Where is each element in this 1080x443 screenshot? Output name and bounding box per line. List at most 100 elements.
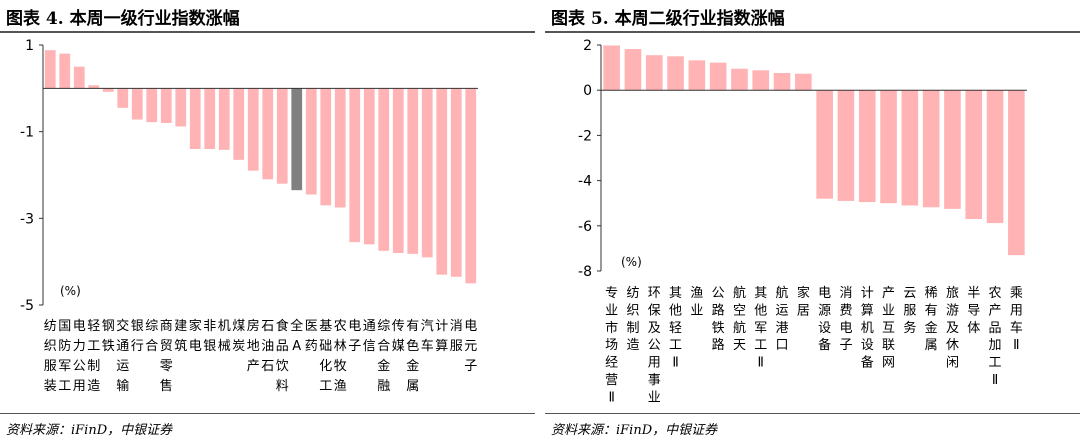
x-tick-label: A [292, 339, 301, 354]
x-tick-label: 煤 [232, 319, 245, 334]
x-tick-label: 网 [882, 356, 895, 371]
x-tick-label: 计 [435, 319, 448, 334]
bar [59, 53, 71, 89]
bar [944, 90, 961, 209]
chart-title: 图表 5. 本周二级行业指数涨幅 [551, 9, 785, 29]
bar [117, 88, 129, 108]
x-tick-label: 业 [605, 303, 618, 318]
x-tick-label: Ⅱ [758, 356, 764, 371]
bar [334, 88, 346, 208]
x-tick-label: 零 [160, 359, 173, 374]
x-tick-label: 饮 [276, 359, 289, 374]
x-tick-label: 元 [464, 339, 477, 354]
bar [901, 90, 919, 206]
bar [175, 88, 187, 127]
x-tick-label: 加 [989, 338, 1002, 353]
bar [450, 88, 462, 277]
y-tick-label: -8 [578, 264, 592, 280]
x-tick-label: 纺 [626, 286, 639, 301]
x-tick-label: 电 [839, 321, 852, 336]
x-tick-label: 工 [319, 379, 332, 394]
x-tick-label: 油 [261, 339, 274, 354]
source-rule [0, 413, 535, 414]
x-tick-label: 渔 [334, 379, 347, 394]
x-tick-label: 服 [450, 339, 463, 354]
bar [965, 90, 983, 220]
x-tick-label: 造 [626, 338, 639, 353]
x-tick-label: 其 [669, 286, 682, 301]
x-tick-label: 防 [58, 338, 71, 354]
x-tick-label: 电 [348, 319, 361, 334]
x-tick-label: 属 [406, 379, 419, 394]
x-tick-label: 居 [797, 303, 810, 318]
x-tick-label: 备 [861, 355, 874, 371]
y-tick-label: -5 [20, 298, 34, 314]
y-tick-label: -2 [578, 128, 592, 144]
x-tick-label: 石 [261, 319, 274, 334]
x-tick-label: 林 [334, 339, 347, 354]
bar [146, 88, 158, 123]
x-tick-label: 化 [319, 359, 332, 374]
x-tick-label: 制 [626, 321, 639, 336]
x-tick-label: 筑 [174, 338, 187, 354]
title-rule [545, 31, 1080, 33]
x-tick-label: 体 [967, 321, 980, 336]
x-tick-label: 础 [319, 339, 332, 354]
x-tick-label: 设 [818, 321, 831, 336]
bar [88, 85, 100, 89]
source-note: 资料来源：iFinD，中银证券 [551, 423, 718, 438]
x-tick-label: 专 [605, 286, 618, 301]
x-tick-label: 军 [754, 321, 767, 336]
bar [363, 88, 375, 245]
x-tick-label: 工 [754, 338, 767, 353]
x-tick-label: 炭 [232, 339, 245, 354]
bar [816, 90, 833, 199]
x-tick-label: 营 [605, 373, 618, 388]
x-tick-label: 源 [818, 303, 831, 318]
x-tick-label: 经 [605, 356, 618, 371]
unit-label: (%) [621, 255, 642, 269]
y-tick-label: -1 [20, 125, 34, 141]
x-tick-label: 金 [925, 320, 938, 336]
x-tick-label: 汽 [421, 319, 434, 334]
x-tick-label: 械 [218, 339, 231, 354]
x-tick-label: 稀 [925, 286, 938, 301]
bar [44, 50, 56, 89]
x-tick-label: 半 [967, 286, 980, 301]
x-tick-label: 电 [189, 339, 202, 354]
x-tick-label: 港 [776, 321, 789, 336]
x-tick-label: 融 [377, 379, 390, 394]
x-tick-label: 路 [712, 337, 725, 353]
x-tick-label: 织 [626, 303, 639, 318]
x-tick-label: 电 [818, 286, 831, 301]
x-tick-label: 保 [648, 303, 661, 318]
x-tick-label: 服 [44, 359, 57, 374]
x-tick-label: 料 [276, 379, 289, 394]
x-tick-label: 联 [882, 338, 895, 353]
x-tick-label: 商 [160, 319, 173, 334]
x-tick-label: 其 [754, 286, 767, 301]
bar [189, 88, 201, 149]
x-tick-label: 全 [290, 318, 303, 334]
x-tick-label: 通 [363, 319, 376, 334]
x-tick-label: 备 [818, 337, 831, 353]
x-tick-label: 渔 [690, 286, 703, 301]
x-tick-label: 品 [276, 339, 289, 354]
bar [731, 68, 748, 91]
x-tick-label: 钢 [102, 319, 115, 334]
x-tick-label: 他 [669, 303, 682, 318]
x-tick-label: 银 [203, 339, 216, 354]
x-tick-label: 房 [247, 318, 260, 334]
x-tick-label: 子 [348, 339, 361, 354]
bar [752, 70, 770, 91]
x-tick-label: 航 [776, 285, 789, 301]
x-tick-label: 行 [131, 339, 144, 354]
x-tick-label: 计 [861, 286, 874, 301]
x-tick-label: 建 [174, 319, 187, 334]
x-tick-label: 产 [882, 286, 895, 301]
x-tick-label: 休 [946, 338, 959, 353]
x-tick-label: 运 [776, 303, 789, 318]
x-tick-label: 天 [733, 338, 746, 353]
x-tick-label: 纺 [44, 319, 57, 334]
bar [247, 88, 259, 171]
